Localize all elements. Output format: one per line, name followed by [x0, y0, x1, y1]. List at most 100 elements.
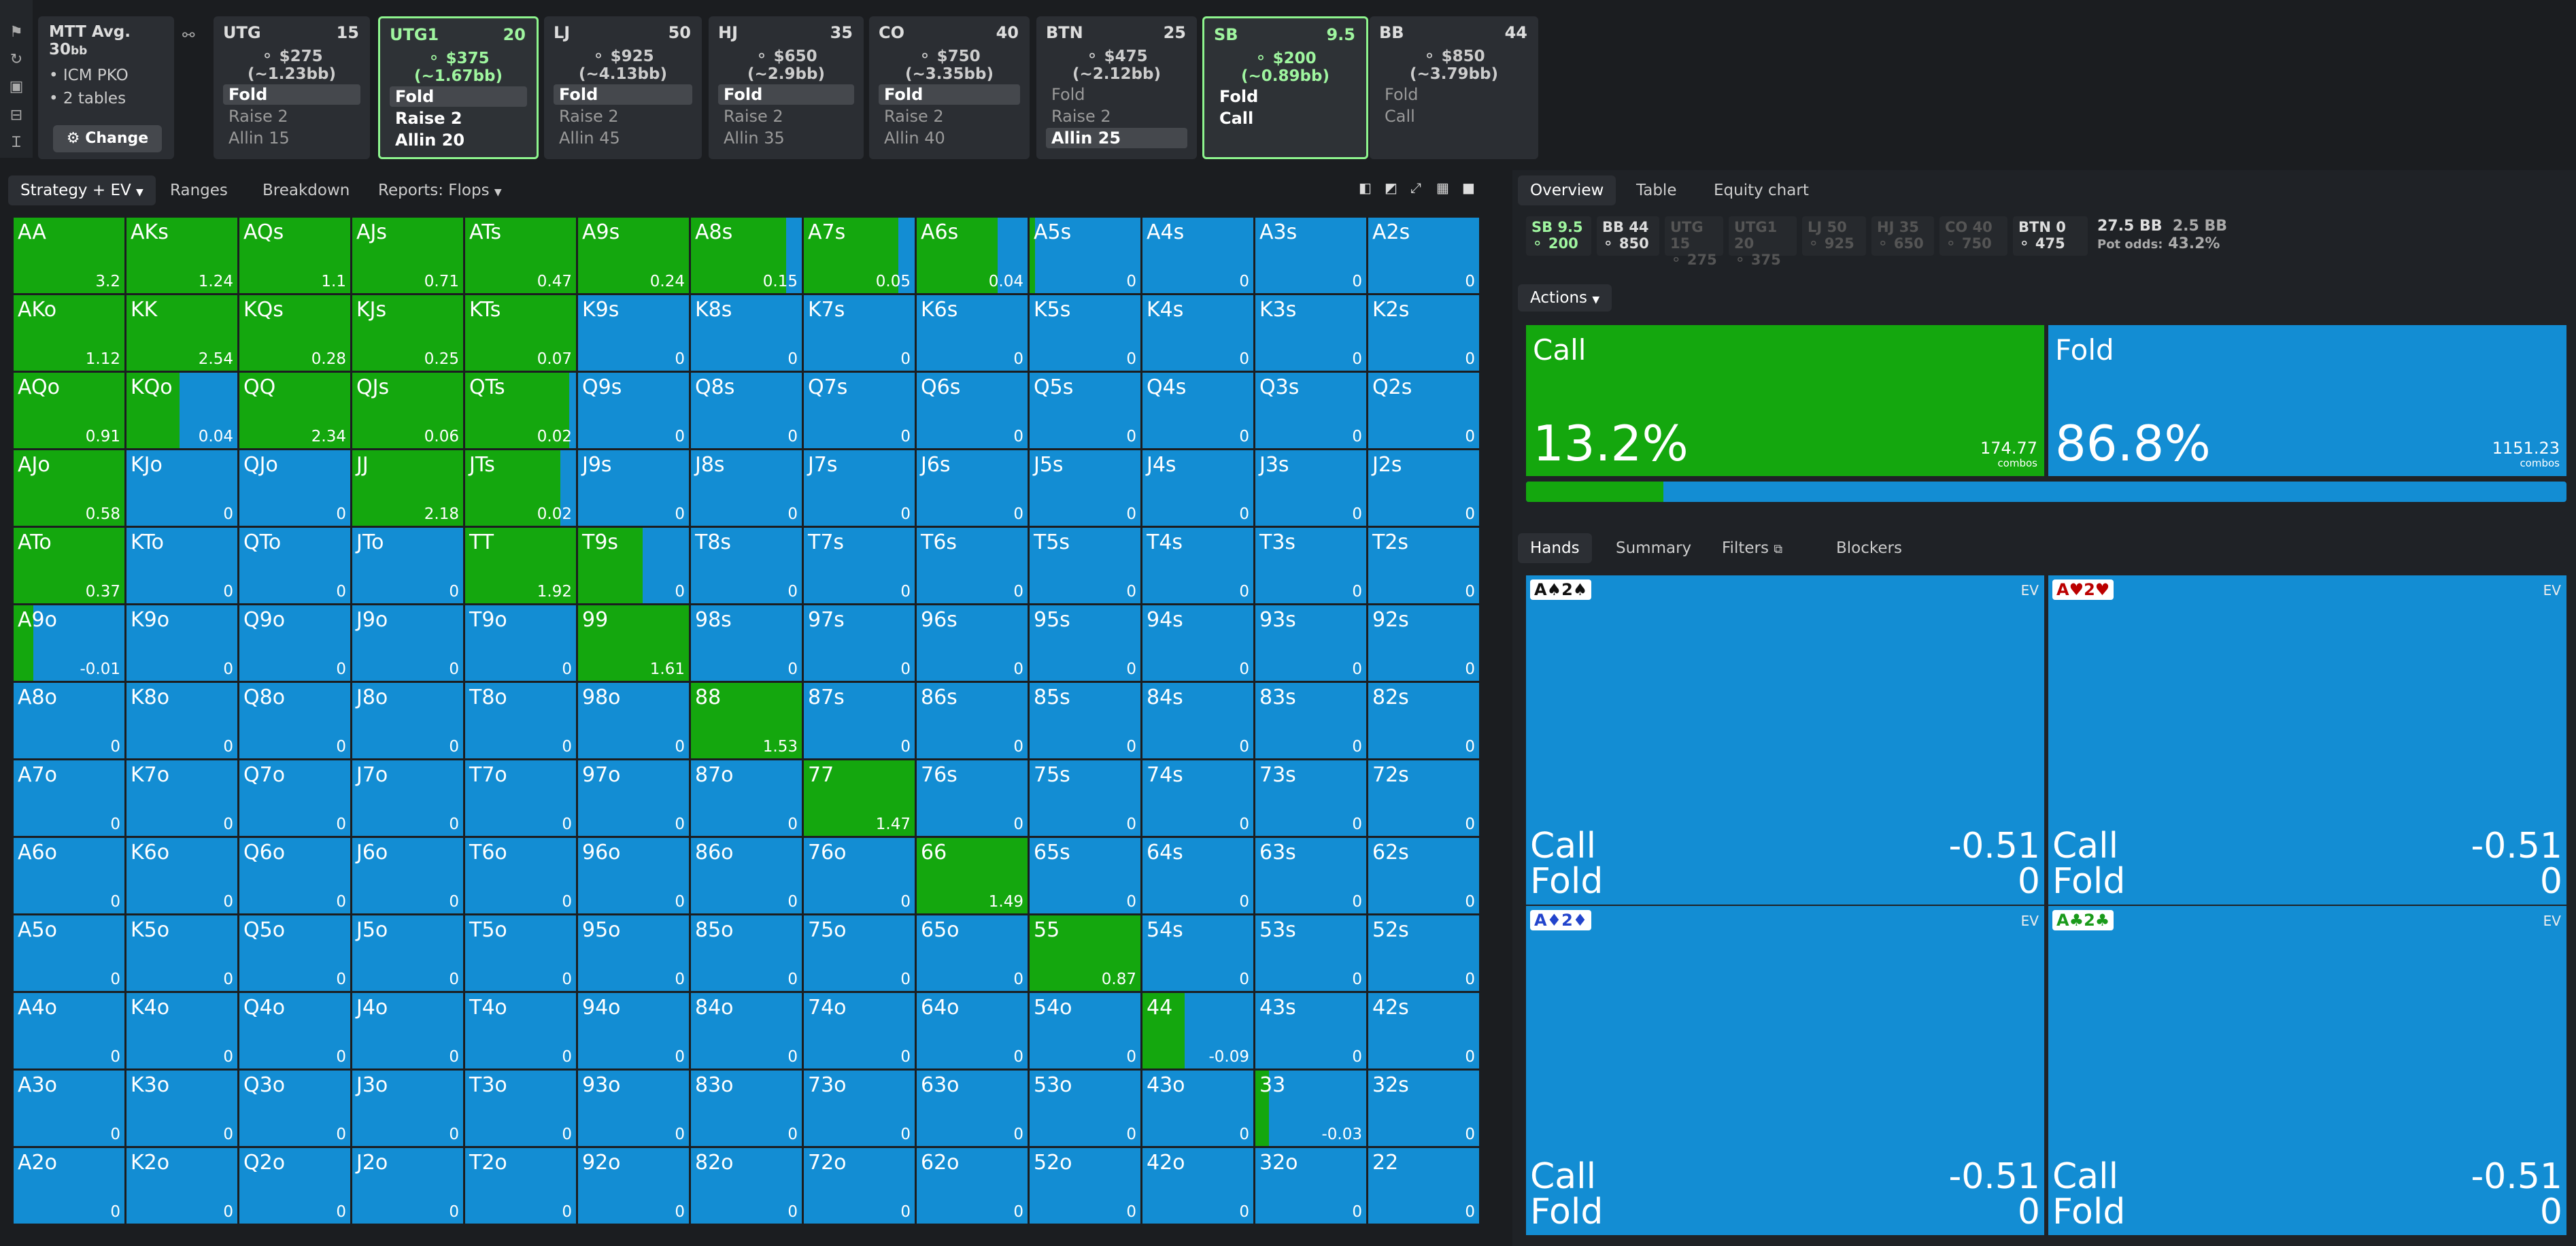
tab-table[interactable]: Table — [1636, 175, 1676, 205]
hand-cell[interactable]: ATo 0.37 — [14, 528, 126, 605]
action-option-raise-2[interactable]: Raise 2 — [724, 107, 783, 126]
hand-cell[interactable]: 76s 0 — [917, 760, 1030, 838]
action-option-raise-2[interactable]: Raise 2 — [884, 107, 944, 126]
hand-cell[interactable]: J9s 0 — [578, 450, 691, 528]
hand-cell[interactable]: K5s 0 — [1030, 295, 1142, 373]
hand-cell[interactable]: 53o 0 — [1030, 1071, 1142, 1148]
hand-cell[interactable]: Q4s 0 — [1142, 373, 1255, 450]
action-option-allin-45[interactable]: Allin 45 — [559, 129, 620, 148]
action-option-allin-35[interactable]: Allin 35 — [724, 129, 785, 148]
hand-cell[interactable]: K6s 0 — [917, 295, 1030, 373]
hand-cell[interactable]: 95s 0 — [1030, 605, 1142, 683]
hand-cell[interactable]: QJs 0.06 — [352, 373, 465, 450]
action-option-raise-2[interactable]: Raise 2 — [1051, 107, 1111, 126]
hand-cell[interactable]: ATs 0.47 — [465, 218, 578, 295]
hand-cell[interactable]: 73s 0 — [1255, 760, 1368, 838]
hand-cell[interactable]: 65o 0 — [917, 915, 1030, 993]
player-card-utg1[interactable]: UTG1 20 ⚬ $375 (~1.67bb) Fold Raise 2 Allin 2… — [378, 16, 539, 159]
action-option-fold[interactable]: Fold — [390, 86, 527, 107]
hand-cell[interactable]: 83s 0 — [1255, 683, 1368, 760]
player-card-utg[interactable]: UTG 15 ⚬ $275 (~1.23bb) Fold Raise 2 Allin 15 — [214, 16, 370, 159]
player-card-lj[interactable]: LJ 50 ⚬ $925 (~4.13bb) Fold Raise 2 Allin 45 — [544, 16, 702, 159]
hand-cell[interactable]: Q9s 0 — [578, 373, 691, 450]
hand-cell[interactable]: 83o 0 — [691, 1071, 804, 1148]
hand-cell[interactable]: 86o 0 — [691, 838, 804, 915]
hand-cell[interactable]: 63o 0 — [917, 1071, 1030, 1148]
hand-cell[interactable]: 77 1.47 — [804, 760, 917, 838]
view-expand-icon[interactable]: ⤢ — [1410, 180, 1421, 196]
hand-cell[interactable]: 86s 0 — [917, 683, 1030, 760]
hand-cell[interactable]: 74s 0 — [1142, 760, 1255, 838]
hand-cell[interactable]: A2s 0 — [1368, 218, 1481, 295]
hand-cell[interactable]: 93o 0 — [578, 1071, 691, 1148]
hand-cell[interactable]: K7o 0 — [126, 760, 239, 838]
action-option-fold[interactable]: Fold — [1219, 87, 1259, 106]
hand-cell[interactable]: 53s 0 — [1255, 915, 1368, 993]
hand-cell[interactable]: T6o 0 — [465, 838, 578, 915]
hand-cell[interactable]: KQs 0.28 — [239, 295, 352, 373]
hand-cell[interactable]: J5s 0 — [1030, 450, 1142, 528]
hand-cell[interactable]: T7s 0 — [804, 528, 917, 605]
hand-cell[interactable]: QJo 0 — [239, 450, 352, 528]
hand-cell[interactable]: 85s 0 — [1030, 683, 1142, 760]
hand-cell[interactable]: AQo 0.91 — [14, 373, 126, 450]
hand-cell[interactable]: 98o 0 — [578, 683, 691, 760]
hand-cell[interactable]: 42o 0 — [1142, 1148, 1255, 1226]
hand-cell[interactable]: 99 1.61 — [578, 605, 691, 683]
hand-cell[interactable]: K4o 0 — [126, 993, 239, 1071]
hand-cell[interactable]: Q7o 0 — [239, 760, 352, 838]
hand-cell[interactable]: K3s 0 — [1255, 295, 1368, 373]
hand-cell[interactable]: Q6o 0 — [239, 838, 352, 915]
hand-cell[interactable]: Q5s 0 — [1030, 373, 1142, 450]
player-card-btn[interactable]: BTN 25 ⚬ $475 (~2.12bb) Fold Raise 2 Allin 25 — [1036, 16, 1197, 159]
hand-cell[interactable]: K7s 0 — [804, 295, 917, 373]
change-button[interactable]: ⚙ Change — [53, 125, 162, 152]
history-icon[interactable]: ↻ — [10, 51, 23, 68]
hand-cell[interactable]: A5o 0 — [14, 915, 126, 993]
text-icon[interactable]: Ɪ — [12, 134, 21, 151]
hand-cell[interactable]: A8o 0 — [14, 683, 126, 760]
hand-cell[interactable]: A4o 0 — [14, 993, 126, 1071]
hand-cell[interactable]: K5o 0 — [126, 915, 239, 993]
hand-cell[interactable]: 82o 0 — [691, 1148, 804, 1226]
view-contrast-icon[interactable]: ◩ — [1385, 180, 1397, 196]
hand-cell[interactable]: A7s 0.05 — [804, 218, 917, 295]
hand-cell[interactable]: 52s 0 — [1368, 915, 1481, 993]
hand-cell[interactable]: Q9o 0 — [239, 605, 352, 683]
action-option-allin-20[interactable]: Allin 20 — [395, 131, 465, 150]
action-option-call[interactable]: Call — [1385, 107, 1415, 126]
hand-cell[interactable]: 22 0 — [1368, 1148, 1481, 1226]
hand-cell[interactable]: K8o 0 — [126, 683, 239, 760]
action-option-allin-15[interactable]: Allin 15 — [228, 129, 290, 148]
hand-cell[interactable]: T4s 0 — [1142, 528, 1255, 605]
hand-cell[interactable]: J8o 0 — [352, 683, 465, 760]
hand-cell[interactable]: 84s 0 — [1142, 683, 1255, 760]
tab-summary[interactable]: Summary — [1616, 533, 1691, 563]
tab-reports[interactable]: Reports: Flops ▼ — [378, 175, 502, 205]
tab-breakdown[interactable]: Breakdown — [262, 175, 350, 205]
hand-cell[interactable]: T8o 0 — [465, 683, 578, 760]
hand-cell[interactable]: T6s 0 — [917, 528, 1030, 605]
hand-cell[interactable]: J6o 0 — [352, 838, 465, 915]
view-grid-icon[interactable]: ▦ — [1436, 180, 1449, 196]
action-box-call[interactable]: Call 13.2% 174.77 combos — [1526, 325, 2044, 476]
player-card-co[interactable]: CO 40 ⚬ $750 (~3.35bb) Fold Raise 2 Allin 40 — [869, 16, 1030, 159]
hand-cell[interactable]: KJo 0 — [126, 450, 239, 528]
hand-cell[interactable]: Q4o 0 — [239, 993, 352, 1071]
action-option-call[interactable]: Call — [1219, 109, 1254, 128]
hand-cell[interactable]: A8s 0.15 — [691, 218, 804, 295]
hand-cell[interactable]: K9s 0 — [578, 295, 691, 373]
hand-cell[interactable]: 92o 0 — [578, 1148, 691, 1226]
hand-cell[interactable]: Q7s 0 — [804, 373, 917, 450]
hand-cell[interactable]: KTs 0.07 — [465, 295, 578, 373]
hand-cell[interactable]: J8s 0 — [691, 450, 804, 528]
hand-cell[interactable]: T9s 0 — [578, 528, 691, 605]
tab-filters[interactable]: Filters ⧉ — [1722, 533, 1782, 563]
hand-cell[interactable]: T4o 0 — [465, 993, 578, 1071]
view-3d-icon[interactable]: ◧ — [1359, 180, 1372, 196]
hand-cell[interactable]: J9o 0 — [352, 605, 465, 683]
action-option-fold[interactable]: Fold — [1385, 85, 1419, 104]
hand-cell[interactable]: A4s 0 — [1142, 218, 1255, 295]
hand-cell[interactable]: A7o 0 — [14, 760, 126, 838]
action-option-fold[interactable]: Fold — [223, 84, 360, 105]
